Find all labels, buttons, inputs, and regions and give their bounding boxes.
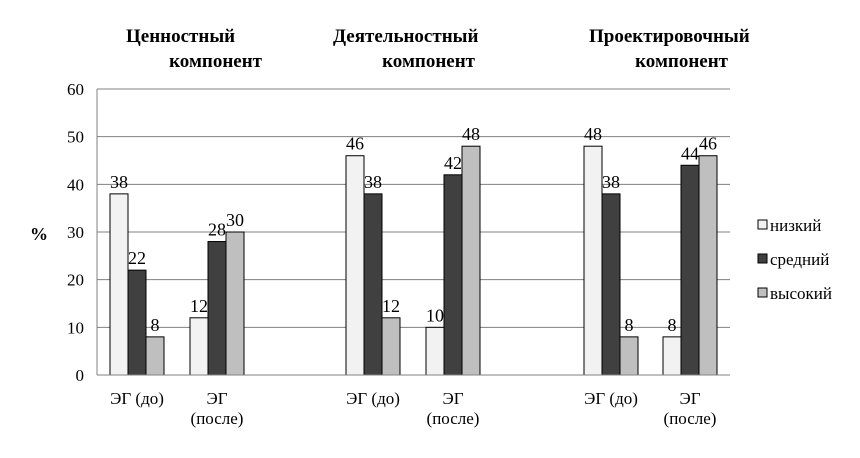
- x-axis-categories: ЭГ (до) ЭГ(после)ЭГ (до) ЭГ(после)ЭГ (до) Э…: [110, 389, 716, 428]
- data-label: 8: [668, 315, 677, 335]
- data-label: 48: [584, 124, 602, 144]
- gridlines: [97, 88, 730, 328]
- legend-swatch: [757, 253, 768, 264]
- y-tick-label: 20: [67, 271, 84, 290]
- data-label: 28: [208, 220, 226, 240]
- bar-высокий-3: [461, 145, 481, 376]
- x-category-label: ЭГ (до): [584, 389, 638, 408]
- data-label: 30: [226, 210, 244, 230]
- panel-title-line: компонент: [382, 51, 476, 72]
- data-label: 22: [128, 248, 146, 268]
- panel-title-line: Проектировочный: [589, 26, 750, 47]
- data-label: 8: [151, 315, 160, 335]
- y-tick-label: 40: [67, 175, 84, 194]
- x-category-label: ЭГ (до): [110, 389, 164, 408]
- panel-title-line: Деятельностный: [333, 26, 478, 47]
- data-label: 38: [110, 172, 128, 192]
- x-category-label: (после): [664, 409, 717, 428]
- bar-высокий-2: [381, 317, 401, 376]
- data-label: 42: [444, 153, 462, 173]
- legend-label: высокий: [770, 284, 832, 303]
- bar-средний-0: [127, 269, 147, 376]
- bar-низкий-4: [583, 145, 603, 376]
- legend-label: низкий: [770, 216, 821, 235]
- bar-средний-1: [207, 241, 227, 376]
- bar-средний-4: [601, 193, 621, 376]
- legend-label: средний: [770, 250, 829, 269]
- x-category-label: ЭГ: [206, 389, 227, 408]
- legend-swatch: [757, 287, 768, 298]
- panel-title-line: компонент: [169, 51, 263, 72]
- bar-низкий-0: [109, 193, 129, 376]
- data-label: 8: [625, 315, 634, 335]
- legend-swatch: [757, 219, 768, 230]
- x-category-label: ЭГ: [442, 389, 463, 408]
- bar-высокий-0: [145, 336, 165, 376]
- bar-высокий-4: [619, 336, 639, 376]
- data-label: 46: [346, 134, 364, 154]
- x-category-label: ЭГ (до): [346, 389, 400, 408]
- y-tick-label: 10: [67, 318, 84, 337]
- bar-средний-3: [443, 174, 463, 376]
- bar-средний-5: [680, 164, 700, 376]
- y-tick-label: 60: [67, 80, 84, 99]
- panel-titles: Ценностный компонент Деятельностный компоне…: [126, 26, 750, 72]
- bar-средний-2: [363, 193, 383, 376]
- y-axis-ticks: 0 10 20 30 40 50 60: [67, 80, 84, 385]
- bar-высокий-1: [225, 231, 245, 376]
- y-tick-label: 50: [67, 128, 84, 147]
- data-label: 48: [462, 124, 480, 144]
- data-label: 46: [699, 134, 717, 154]
- bar-низкий-1: [189, 317, 209, 376]
- bar-низкий-2: [345, 155, 365, 376]
- y-tick-label: 0: [76, 366, 85, 385]
- panel-title-line: Ценностный: [126, 26, 235, 47]
- y-tick-label: 30: [67, 223, 84, 242]
- bars: [109, 145, 718, 376]
- bar-низкий-5: [662, 336, 682, 376]
- data-label: 38: [364, 172, 382, 192]
- x-category-label: ЭГ: [679, 389, 700, 408]
- x-category-label: (после): [191, 409, 244, 428]
- x-category-label: (после): [427, 409, 480, 428]
- data-label: 44: [681, 143, 699, 163]
- legend: низкий средний высокий: [757, 216, 832, 303]
- bar-низкий-3: [425, 326, 445, 376]
- data-label: 10: [426, 305, 444, 325]
- data-label: 12: [190, 296, 208, 316]
- panel-title-line: компонент: [635, 51, 729, 72]
- data-label: 12: [382, 296, 400, 316]
- data-labels: 38 12 46 10 48 8 22 28 38 42 38 44 8 30 12 48 8 46: [110, 124, 717, 335]
- data-label: 38: [602, 172, 620, 192]
- bar-высокий-5: [698, 155, 718, 376]
- y-axis-label: %: [30, 224, 48, 244]
